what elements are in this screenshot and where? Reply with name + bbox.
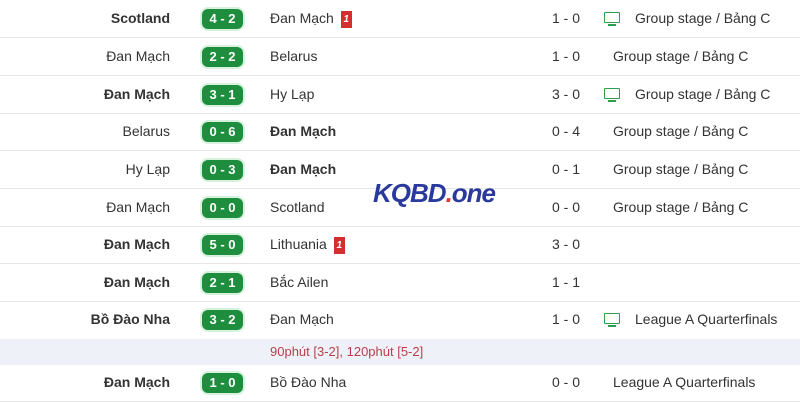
match-row[interactable]: Đan Mạch 5 - 0 Lithuania 1 3 - 0 bbox=[0, 226, 800, 264]
tv-icon bbox=[604, 12, 620, 26]
away-team[interactable]: Đan Mạch bbox=[270, 113, 336, 150]
score-badge[interactable]: 2 - 2 bbox=[202, 47, 243, 67]
match-row[interactable]: Đan Mạch 2 - 1 Bắc Ailen 1 - 1 bbox=[0, 264, 800, 302]
extra-time-note: 90phút [3-2], 120phút [5-2] bbox=[0, 339, 800, 365]
away-team-name: Đan Mạch bbox=[270, 161, 337, 177]
competition: Group stage / Bảng C bbox=[635, 86, 771, 102]
away-team[interactable]: Scotland bbox=[270, 189, 324, 226]
half-time-score: 1 - 0 bbox=[551, 311, 580, 327]
home-team[interactable]: Đan Mạch bbox=[106, 199, 170, 215]
half-time-score: 1 - 1 bbox=[551, 274, 580, 290]
half-time-score: 3 - 0 bbox=[551, 236, 580, 252]
home-team[interactable]: Đan Mạch bbox=[106, 48, 170, 64]
half-time-score: 0 - 0 bbox=[551, 199, 580, 215]
match-row[interactable]: Đan Mạch 1 - 0 Bồ Đào Nha 0 - 0 League A … bbox=[0, 364, 800, 402]
half-time-score: 0 - 1 bbox=[551, 161, 580, 177]
away-team[interactable]: Lithuania 1 bbox=[270, 226, 345, 263]
away-team-name: Scotland bbox=[270, 199, 325, 215]
red-card-icon: 1 bbox=[340, 10, 352, 28]
home-team[interactable]: Bồ Đào Nha bbox=[90, 311, 170, 327]
score-badge[interactable]: 2 - 1 bbox=[202, 273, 243, 293]
home-team[interactable]: Hy Lạp bbox=[125, 161, 170, 177]
competition: Group stage / Bảng C bbox=[613, 161, 749, 177]
tv-icon bbox=[604, 313, 620, 327]
away-team-name: Đan Mạch bbox=[270, 311, 334, 327]
away-team[interactable]: Belarus bbox=[270, 38, 317, 75]
competition: Group stage / Bảng C bbox=[613, 199, 749, 215]
note-text: 90phút [3-2], 120phút [5-2] bbox=[270, 344, 424, 359]
competition: Group stage / Bảng C bbox=[613, 123, 749, 139]
away-team-name: Đan Mạch bbox=[270, 123, 337, 139]
away-team[interactable]: Bồ Đào Nha bbox=[270, 364, 346, 401]
score-badge[interactable]: 3 - 1 bbox=[202, 85, 243, 105]
score-badge[interactable]: 4 - 2 bbox=[202, 9, 243, 29]
half-time-score: 1 - 0 bbox=[551, 48, 580, 64]
match-row[interactable]: Đan Mạch 2 - 2 Belarus 1 - 0 Group stage … bbox=[0, 38, 800, 76]
score-badge[interactable]: 3 - 2 bbox=[202, 310, 243, 330]
away-team[interactable]: Đan Mạch bbox=[270, 151, 336, 188]
competition: Group stage / Bảng C bbox=[635, 10, 771, 26]
score-badge[interactable]: 0 - 0 bbox=[202, 198, 243, 218]
match-row[interactable]: Đan Mạch 0 - 0 Scotland 0 - 0 Group stage… bbox=[0, 189, 800, 227]
home-team[interactable]: Đan Mạch bbox=[103, 374, 170, 390]
match-row[interactable]: Hy Lạp 0 - 3 Đan Mạch 0 - 1 Group stage /… bbox=[0, 151, 800, 189]
competition: League A Quarterfinals bbox=[635, 311, 778, 327]
score-badge[interactable]: 5 - 0 bbox=[202, 235, 243, 255]
watermark-logo: KQBD.one bbox=[373, 178, 496, 208]
tv-icon bbox=[604, 88, 620, 102]
match-row[interactable]: Đan Mạch 3 - 1 Hy Lạp 3 - 0 Group stage /… bbox=[0, 76, 800, 114]
away-team[interactable]: Bắc Ailen bbox=[270, 264, 328, 301]
competition: League A Quarterfinals bbox=[613, 374, 756, 390]
half-time-score: 1 - 0 bbox=[551, 10, 580, 26]
match-row[interactable]: Belarus 0 - 6 Đan Mạch 0 - 4 Group stage … bbox=[0, 113, 800, 151]
home-team[interactable]: Đan Mạch bbox=[103, 236, 170, 252]
away-team-name: Bắc Ailen bbox=[270, 274, 329, 290]
away-team-name: Đan Mạch bbox=[270, 10, 334, 26]
away-team-name: Lithuania bbox=[270, 236, 327, 252]
away-team[interactable]: Đan Mạch 1 bbox=[270, 0, 352, 37]
away-team-name: Bồ Đào Nha bbox=[270, 374, 347, 390]
away-team-name: Belarus bbox=[270, 48, 318, 64]
away-team[interactable]: Đan Mạch bbox=[270, 301, 334, 338]
home-team[interactable]: Đan Mạch bbox=[103, 274, 170, 290]
match-row[interactable]: Bồ Đào Nha 3 - 2 Đan Mạch 1 - 0 League A … bbox=[0, 301, 800, 338]
score-badge[interactable]: 1 - 0 bbox=[202, 373, 243, 393]
red-card-icon: 1 bbox=[333, 236, 345, 254]
half-time-score: 0 - 4 bbox=[551, 123, 580, 139]
home-team[interactable]: Đan Mạch bbox=[103, 86, 170, 102]
home-team[interactable]: Belarus bbox=[122, 123, 170, 139]
score-badge[interactable]: 0 - 3 bbox=[202, 160, 243, 180]
half-time-score: 0 - 0 bbox=[551, 374, 580, 390]
home-team[interactable]: Scotland bbox=[110, 10, 170, 26]
half-time-score: 3 - 0 bbox=[551, 86, 580, 102]
away-team[interactable]: Hy Lạp bbox=[270, 76, 314, 113]
away-team-name: Hy Lạp bbox=[270, 86, 315, 102]
competition: Group stage / Bảng C bbox=[613, 48, 749, 64]
score-badge[interactable]: 0 - 6 bbox=[202, 122, 243, 142]
match-row[interactable]: Scotland 4 - 2 Đan Mạch 1 1 - 0 Group stag… bbox=[0, 0, 800, 38]
